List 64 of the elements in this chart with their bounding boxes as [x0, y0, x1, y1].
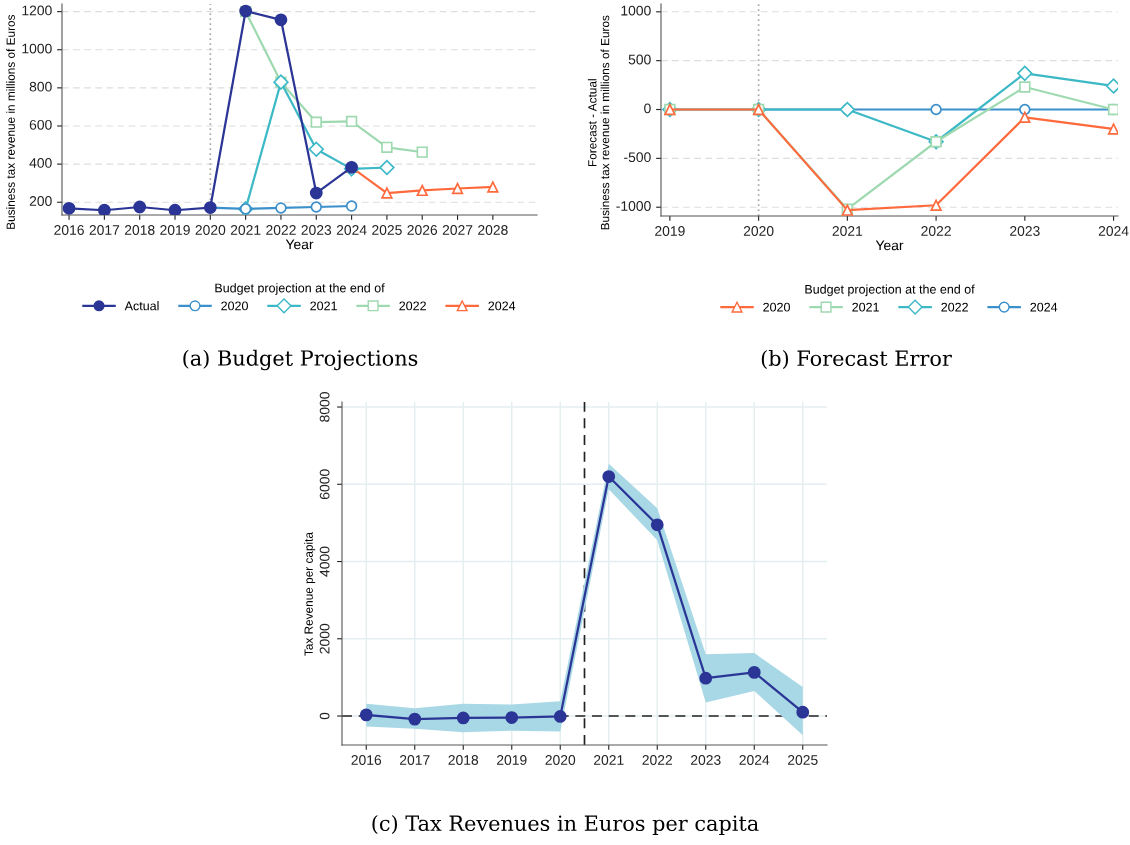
- legend-title: Budget projection at the end of: [805, 284, 975, 297]
- x-tick-label: 2019: [497, 755, 527, 765]
- x-tick-label: 2019: [655, 226, 685, 236]
- x-tick-label: 2024: [336, 225, 367, 235]
- x-tick-label: 2025: [788, 755, 818, 765]
- x-tick-label: 2026: [407, 225, 438, 235]
- y-tick-label: 400: [29, 158, 52, 168]
- legend-label: 2020: [221, 301, 248, 311]
- x-tick-label: 2019: [160, 225, 190, 235]
- legend-label: 2021: [310, 301, 337, 311]
- y-tick-label: 1200: [22, 5, 52, 16]
- x-tick-label: 2021: [230, 225, 261, 235]
- x-tick-label: 2023: [691, 755, 721, 765]
- y-tick-label: 200: [29, 196, 52, 206]
- y-axis-title: Tax Revenue per capita: [304, 532, 316, 656]
- legend-label: 2021: [852, 302, 879, 312]
- x-tick-label: 2020: [545, 755, 576, 765]
- y-tick-label: 800: [29, 81, 52, 92]
- legend-label: 2022: [941, 302, 968, 312]
- x-tick-label: 2022: [266, 225, 296, 235]
- legend-label: 2020: [763, 302, 790, 312]
- y-axis-title: Forecast - Actual Business tax revenue in millions of Euros: [587, 15, 610, 230]
- y-tick-label: 8000: [319, 392, 330, 422]
- y-tick-label: 600: [29, 119, 52, 130]
- legend-label: 2024: [488, 301, 516, 311]
- x-tick-label: 2018: [124, 225, 155, 235]
- y-tick-label: 1000: [22, 43, 52, 54]
- y-tick-label: 2000: [319, 623, 330, 654]
- x-tick-label: 2025: [372, 225, 402, 235]
- x-axis-title: Year: [875, 240, 904, 251]
- x-tick-label: 2023: [301, 225, 332, 235]
- y-tick-label: 500: [628, 54, 651, 65]
- x-tick-label: 2022: [921, 226, 951, 236]
- legend-label: Actual: [124, 301, 159, 311]
- x-tick-label: 2016: [54, 225, 84, 235]
- legend-label: 2022: [399, 301, 426, 311]
- x-tick-label: 2016: [351, 755, 382, 765]
- y-axis-title: Business tax revenue in millions of Euros: [6, 14, 15, 229]
- y-tick-label: -500: [624, 152, 651, 163]
- text: (b) Forecast Error: [761, 349, 952, 369]
- legend-title: Budget projection at the end of: [215, 283, 385, 295]
- legend-label: 2024: [1030, 302, 1058, 312]
- y-tick-label: -1000: [616, 201, 651, 211]
- y-tick-label: 1000: [621, 5, 651, 16]
- y-tick-label: 6000: [319, 469, 330, 500]
- x-tick-label: 2017: [89, 225, 120, 235]
- x-tick-label: 2023: [1010, 226, 1040, 236]
- y-tick-label: 0: [644, 103, 651, 114]
- y-tick-label: 0: [319, 712, 330, 720]
- x-tick-label: 2027: [442, 225, 473, 235]
- x-tick-label: 2024: [1098, 226, 1129, 236]
- x-tick-label: 2017: [400, 755, 430, 765]
- text: (a) Budget Projections: [183, 349, 418, 371]
- x-tick-label: 2020: [195, 225, 226, 235]
- x-tick-label: 2020: [743, 226, 774, 236]
- text: (c) Tax Revenues in Euros per capita: [372, 814, 759, 836]
- x-tick-label: 2018: [448, 755, 479, 765]
- x-tick-label: 2022: [642, 755, 672, 765]
- x-tick-label: 2021: [832, 226, 863, 236]
- y-tick-label: 4000: [319, 546, 330, 577]
- x-tick-label: 2021: [594, 755, 624, 765]
- x-tick-label: 2028: [478, 225, 508, 235]
- x-axis-title: Year: [285, 239, 314, 250]
- x-tick-label: 2024: [739, 755, 770, 765]
